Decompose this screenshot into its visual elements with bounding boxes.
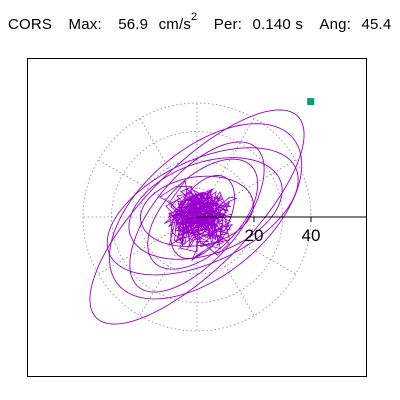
peak-marker (307, 98, 315, 106)
trace-loop-4 (128, 157, 283, 260)
max-value: 56.9 (118, 16, 149, 33)
plot-frame (27, 58, 367, 377)
per-label: Per: (213, 16, 243, 33)
trace-loop-1 (108, 123, 303, 300)
x-axis: 20 40 (197, 216, 366, 245)
trace-loop-7 (170, 175, 235, 259)
max-unit-exp: 2 (191, 11, 198, 23)
trace-core-scribble (158, 179, 238, 262)
x-tick-label-20: 20 (245, 226, 264, 245)
peak-marker-group (307, 98, 315, 106)
trace-loop-5 (147, 158, 259, 270)
ang-label: Ang: (319, 16, 352, 33)
max-label: Max: (68, 16, 102, 33)
trace-loop-3 (129, 141, 265, 293)
header: CORS Max: 56.9 cm/s2 Per: 0.140 s Ang: 4… (8, 11, 392, 33)
ang-value: 45.4 (361, 16, 392, 33)
station-label: CORS (8, 16, 53, 33)
trace-loop-6 (140, 175, 254, 247)
per-value: 0.140 s (252, 16, 304, 33)
max-unit: cm/s (158, 16, 192, 33)
trace-loop-0 (89, 109, 305, 325)
trace-loop-2 (106, 147, 299, 276)
motion-trace (89, 109, 305, 325)
grid-spoke-300 (206, 234, 255, 316)
x-tick-label-40: 40 (302, 226, 321, 245)
